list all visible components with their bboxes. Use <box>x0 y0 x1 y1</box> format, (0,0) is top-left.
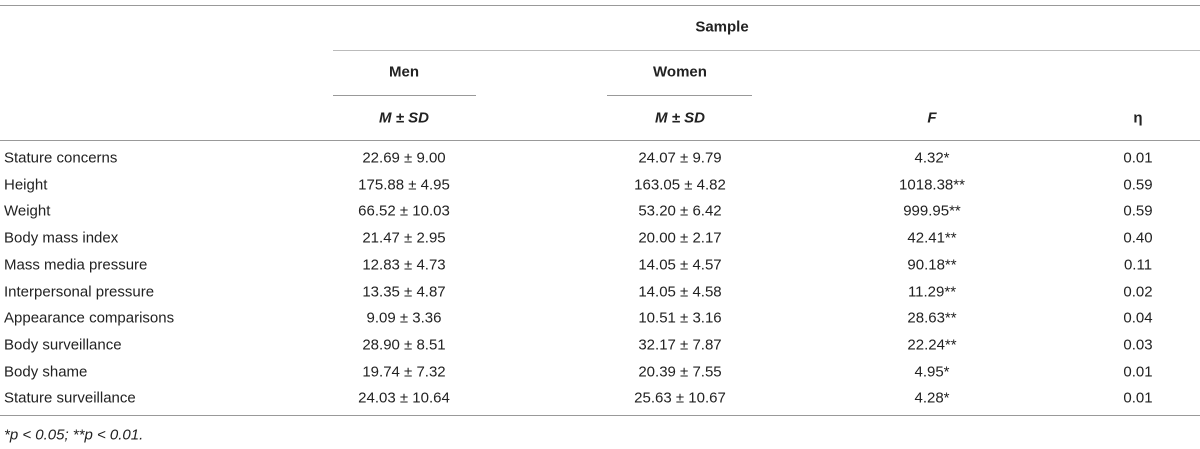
group-header: Men <box>389 63 419 81</box>
column-header: F <box>927 109 937 127</box>
cell: 12.83 ± 4.73 <box>362 256 446 274</box>
row-label: Interpersonal pressure <box>4 283 155 300</box>
cell: 90.18** <box>907 256 957 274</box>
cell: 0.01 <box>1123 389 1153 407</box>
cell: 20.00 ± 2.17 <box>638 229 722 247</box>
cell: 999.95** <box>903 202 961 220</box>
cell: 22.24** <box>907 336 957 354</box>
cell: 4.28* <box>914 389 950 407</box>
cell: 28.90 ± 8.51 <box>362 336 446 354</box>
cell: 20.39 ± 7.55 <box>638 363 722 381</box>
cell: 53.20 ± 6.42 <box>638 202 722 220</box>
top-rule <box>0 5 1200 6</box>
cell: 4.95* <box>914 363 950 381</box>
footnote: *p < 0.05; **p < 0.01. <box>4 426 144 444</box>
cell: 0.40 <box>1123 229 1153 247</box>
cell: 42.41** <box>907 229 957 247</box>
row-label: Stature surveillance <box>4 389 136 407</box>
cell: 0.03 <box>1123 336 1153 354</box>
cell: 22.69 ± 9.00 <box>362 149 446 167</box>
cell: 0.01 <box>1123 149 1153 167</box>
cell: 10.51 ± 3.16 <box>638 309 722 327</box>
sample-header: Sample <box>695 18 749 36</box>
women-rule <box>607 95 752 96</box>
cell: 0.04 <box>1123 309 1153 327</box>
cell: 0.01 <box>1123 363 1153 381</box>
cell: 19.74 ± 7.32 <box>362 363 446 381</box>
cell: 0.59 <box>1123 176 1153 194</box>
cell: 0.59 <box>1123 202 1153 220</box>
cell: 24.07 ± 9.79 <box>638 149 722 167</box>
row-label: Body shame <box>4 363 88 381</box>
column-header: M ± SD <box>379 109 429 127</box>
cell: 14.05 ± 4.58 <box>638 283 722 300</box>
row-label: Appearance comparisons <box>4 309 175 327</box>
cell: 14.05 ± 4.57 <box>638 256 722 274</box>
cell: 0.11 <box>1123 256 1153 274</box>
cell: 11.29** <box>907 283 957 300</box>
cell: 32.17 ± 7.87 <box>638 336 722 354</box>
cell: 9.09 ± 3.36 <box>366 309 442 327</box>
cell: 28.63** <box>907 309 957 327</box>
sample-rule <box>333 50 1200 51</box>
header-rule <box>0 140 1200 141</box>
row-label: Body surveillance <box>4 336 122 354</box>
cell: 175.88 ± 4.95 <box>358 176 450 194</box>
cell: 4.32* <box>914 149 950 167</box>
cell: 25.63 ± 10.67 <box>634 389 726 407</box>
column-header: M ± SD <box>655 109 705 127</box>
row-label: Height <box>4 176 48 194</box>
bottom-rule <box>0 415 1200 416</box>
column-header: η <box>1133 109 1143 127</box>
cell: 163.05 ± 4.82 <box>634 176 726 194</box>
row-label: Body mass index <box>4 229 119 247</box>
cell: 66.52 ± 10.03 <box>358 202 450 220</box>
row-label: Stature concerns <box>4 149 118 167</box>
row-label: Weight <box>4 202 51 220</box>
cell: 13.35 ± 4.87 <box>362 283 446 300</box>
cell: 1018.38** <box>899 176 965 194</box>
row-label: Mass media pressure <box>4 256 148 274</box>
cell: 0.02 <box>1123 283 1153 300</box>
group-header: Women <box>653 63 707 81</box>
cell: 24.03 ± 10.64 <box>358 389 450 407</box>
men-rule <box>333 95 476 96</box>
cell: 21.47 ± 2.95 <box>362 229 446 247</box>
